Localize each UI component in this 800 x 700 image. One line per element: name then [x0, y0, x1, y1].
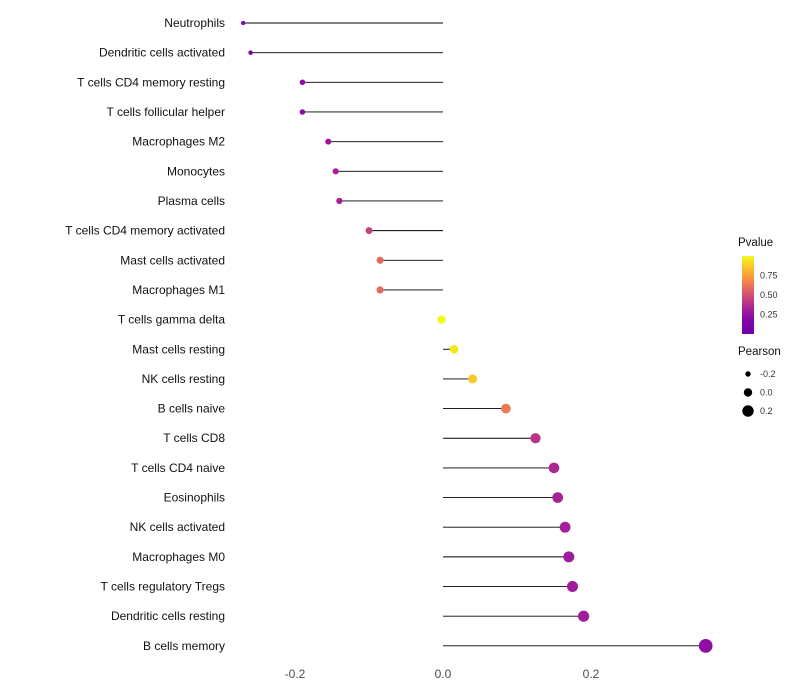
pearson-legend-tick-label: -0.2 [760, 369, 776, 379]
category-label: T cells follicular helper [107, 105, 226, 119]
lollipop-dot [698, 639, 713, 653]
category-label: Mast cells activated [120, 253, 225, 267]
category-label: NK cells activated [130, 520, 225, 534]
category-label: T cells CD8 [163, 431, 225, 445]
pearson-legend-dot [743, 388, 753, 397]
category-label: Plasma cells [158, 194, 225, 208]
pvalue-legend-title: Pvalue [738, 237, 773, 249]
category-label: T cells CD4 memory activated [65, 224, 225, 238]
pearson-legend-tick-label: 0.0 [760, 388, 773, 398]
lollipop-dot [376, 256, 384, 264]
category-label: NK cells resting [142, 372, 225, 386]
category-label: Macrophages M2 [132, 135, 225, 149]
category-label: T cells regulatory Tregs [101, 580, 226, 594]
lollipop-dot [530, 433, 541, 444]
pvalue-colorbar-tick-label: 0.25 [760, 310, 778, 320]
pearson-legend-tick-label: 0.2 [760, 406, 773, 416]
lollipop-dot [299, 79, 306, 86]
category-label: T cells CD4 memory resting [77, 75, 225, 89]
pvalue-colorbar-tick-label: 0.50 [760, 290, 778, 300]
pearson-legend-dot [742, 405, 754, 417]
lollipop-dot [449, 344, 459, 354]
pvalue-colorbar [742, 256, 754, 334]
lollipop-dot [563, 551, 575, 563]
pearson-legend-dot [745, 371, 751, 377]
lollipop-dot [376, 286, 384, 294]
category-label: T cells CD4 naive [131, 461, 225, 475]
lollipop-dot [552, 492, 564, 503]
category-label: T cells gamma delta [118, 313, 225, 327]
category-label: Dendritic cells activated [99, 46, 225, 60]
category-label: Mast cells resting [132, 342, 225, 356]
lollipop-dot [559, 521, 571, 533]
pearson-legend-title: Pearson [738, 346, 781, 358]
lollipop-dot [241, 20, 246, 26]
lollipop-dot [468, 374, 478, 384]
category-label: Monocytes [167, 164, 225, 178]
lollipop-dot [548, 462, 560, 474]
lollipop-dot [365, 227, 373, 235]
lollipop-dot [325, 138, 332, 145]
x-axis-tick-label: -0.2 [285, 667, 306, 681]
lollipop-dot [336, 197, 343, 205]
pvalue-colorbar-tick-label: 0.75 [760, 271, 778, 281]
lollipop-dot [577, 610, 590, 622]
category-label: Macrophages M0 [132, 550, 225, 564]
lollipop-dot [248, 50, 253, 55]
lollipop-dot [332, 168, 339, 175]
x-axis-tick-label: 0.0 [435, 667, 452, 681]
lollipop-dot [566, 581, 579, 593]
lollipop-dot [299, 109, 306, 115]
lollipop-dot [437, 315, 446, 324]
x-axis-tick-label: 0.2 [583, 667, 600, 681]
category-label: B cells memory [143, 639, 225, 653]
category-label: Macrophages M1 [132, 283, 225, 297]
category-label: B cells naive [158, 402, 226, 416]
lollipop-dot [501, 403, 511, 414]
category-label: Dendritic cells resting [111, 609, 225, 623]
category-label: Neutrophils [164, 16, 225, 30]
category-label: Eosinophils [164, 491, 225, 505]
